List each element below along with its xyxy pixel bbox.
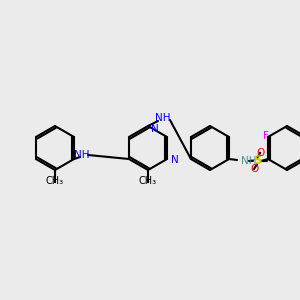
Text: NH: NH: [241, 156, 256, 166]
Text: CH₃: CH₃: [46, 176, 64, 186]
Text: NH: NH: [155, 113, 171, 123]
Text: F: F: [263, 131, 269, 141]
Text: O: O: [256, 148, 264, 158]
Text: S: S: [253, 154, 261, 167]
Text: N: N: [151, 124, 159, 134]
Text: N: N: [171, 155, 179, 165]
Text: NH: NH: [74, 150, 90, 160]
Text: O: O: [250, 164, 258, 174]
Text: CH₃: CH₃: [139, 176, 157, 186]
